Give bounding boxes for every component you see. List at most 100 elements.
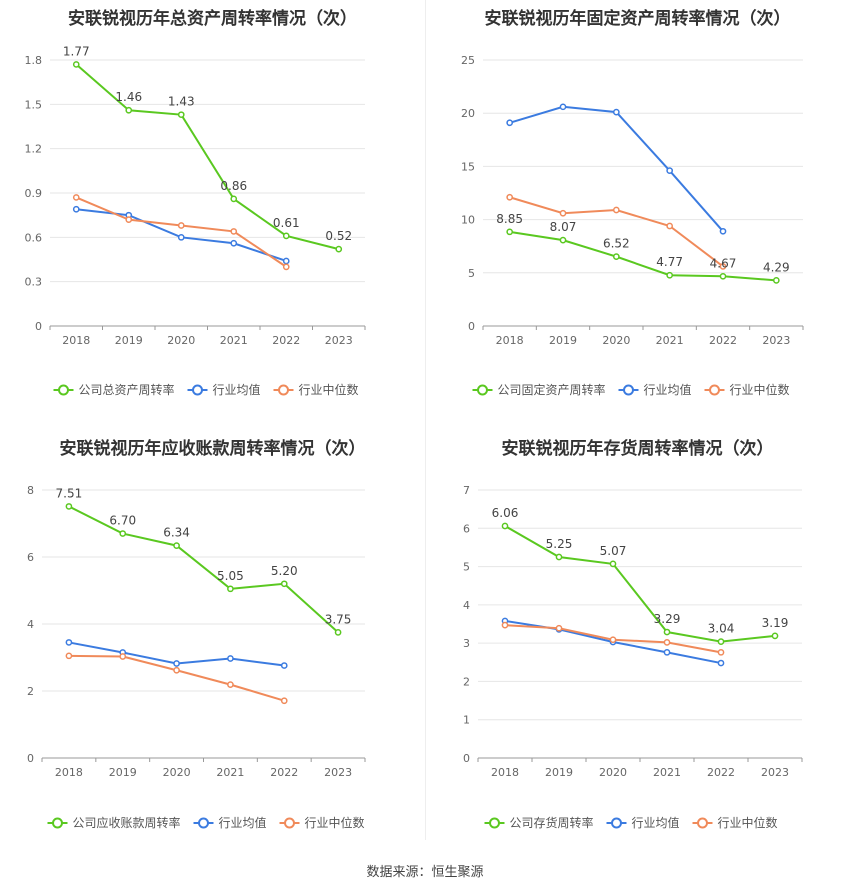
data-point-median[interactable] <box>719 263 727 270</box>
data-point-company[interactable] <box>177 111 185 119</box>
data-point-company[interactable] <box>501 522 509 530</box>
x-tick-label: 2023 <box>325 334 353 347</box>
data-point-avg[interactable] <box>280 662 288 669</box>
chart-panel-inventory: 安联锐视历年存货周转率情况（次） 0 1 2 3 4 5 6 7 2018 2019 2020 202… <box>425 430 850 850</box>
data-point-company[interactable] <box>506 228 514 236</box>
data-point-avg[interactable] <box>559 103 567 111</box>
x-tick-label: 2018 <box>496 334 524 347</box>
x-tick-label: 2019 <box>545 766 573 779</box>
legend-item-avg[interactable]: 行业均值 <box>193 815 267 830</box>
legend-label: 行业均值 <box>213 382 261 397</box>
data-point-median[interactable] <box>506 193 514 201</box>
legend-item-avg[interactable]: 行业均值 <box>187 382 261 397</box>
data-point-median[interactable] <box>559 209 567 217</box>
data-point-avg[interactable] <box>719 227 727 235</box>
data-point-avg[interactable] <box>506 119 514 127</box>
data-point-company[interactable] <box>173 542 180 549</box>
data-point-company[interactable] <box>559 236 567 244</box>
legend-item-median[interactable]: 行业中位数 <box>704 382 790 397</box>
data-point-company[interactable] <box>119 530 127 537</box>
data-point-median[interactable] <box>125 216 133 223</box>
chart-fixed-assets-turnover: 0 5 10 15 20 25 2018 2019 2020 2021 2022 2023 8.85 8.… <box>461 54 804 397</box>
data-point-median[interactable] <box>666 222 674 230</box>
data-point-median[interactable] <box>282 263 290 271</box>
data-point-company[interactable] <box>72 61 80 68</box>
legend-label: 行业均值 <box>219 815 267 830</box>
legend-item-avg[interactable]: 行业均值 <box>618 382 692 397</box>
data-point-median[interactable] <box>612 206 620 214</box>
data-point-company[interactable] <box>555 553 563 561</box>
data-point-company[interactable] <box>282 232 290 240</box>
data-point-company[interactable] <box>666 271 674 279</box>
y-tick-label: 0 <box>463 752 470 765</box>
data-point-median[interactable] <box>177 222 185 229</box>
data-source-footer: 数据来源：恒生聚源 <box>366 865 484 880</box>
data-point-avg[interactable] <box>227 655 234 662</box>
data-point-avg[interactable] <box>72 205 80 213</box>
legend-label: 公司固定资产周转率 <box>498 382 606 397</box>
data-point-company[interactable] <box>280 580 288 588</box>
data-point-median[interactable] <box>230 228 238 235</box>
legend-marker <box>58 384 69 396</box>
y-tick-label: 0 <box>468 320 475 333</box>
data-point-company[interactable] <box>717 638 725 645</box>
data-point-median[interactable] <box>555 624 563 632</box>
data-point-company[interactable] <box>663 628 671 636</box>
data-point-company[interactable] <box>719 272 727 280</box>
data-point-avg[interactable] <box>663 648 671 656</box>
data-point-avg[interactable] <box>717 659 725 667</box>
x-tick-label: 2021 <box>653 766 681 779</box>
x-tick-label: 2019 <box>109 766 137 779</box>
data-label: 1.43 <box>168 95 195 109</box>
data-point-median[interactable] <box>280 697 288 705</box>
x-tick-label: 2020 <box>167 334 195 347</box>
data-point-company[interactable] <box>772 277 780 284</box>
data-label: 8.85 <box>496 212 523 226</box>
data-point-avg[interactable] <box>230 239 238 247</box>
legend-item-median[interactable]: 行业中位数 <box>273 382 359 397</box>
data-point-avg[interactable] <box>177 233 185 241</box>
data-point-median[interactable] <box>119 653 127 660</box>
data-point-company[interactable] <box>125 106 133 114</box>
data-point-median[interactable] <box>227 681 234 688</box>
legend-item-company[interactable]: 公司应收账款周转率 <box>47 815 181 830</box>
data-point-avg[interactable] <box>612 108 620 116</box>
legend-item-median[interactable]: 行业中位数 <box>692 815 778 830</box>
data-point-company[interactable] <box>334 629 342 636</box>
data-point-company[interactable] <box>609 560 617 568</box>
x-tick-label: 2020 <box>163 766 191 779</box>
y-tick-label: 4 <box>27 618 34 631</box>
data-label: 0.61 <box>273 216 300 230</box>
data-point-median[interactable] <box>173 666 180 674</box>
legend-item-company[interactable]: 公司固定资产周转率 <box>472 382 606 397</box>
legend-item-median[interactable]: 行业中位数 <box>279 815 365 830</box>
data-point-company[interactable] <box>612 253 620 260</box>
data-point-median[interactable] <box>717 648 725 656</box>
data-point-avg[interactable] <box>666 167 674 175</box>
data-point-company[interactable] <box>771 632 779 640</box>
data-point-avg[interactable] <box>282 257 290 265</box>
legend-item-company[interactable]: 公司总资产周转率 <box>53 382 175 397</box>
data-point-company[interactable] <box>230 195 238 203</box>
legend-item-avg[interactable]: 行业均值 <box>606 815 680 830</box>
data-point-median[interactable] <box>72 194 80 201</box>
data-point-company[interactable] <box>335 245 343 253</box>
legend-marker <box>611 817 622 829</box>
data-point-avg[interactable] <box>173 660 180 667</box>
data-point-median[interactable] <box>609 636 617 644</box>
x-tick-label: 2021 <box>656 334 684 347</box>
legend-item-company[interactable]: 公司存货周转率 <box>484 815 594 830</box>
data-point-median[interactable] <box>663 639 671 646</box>
data-point-company[interactable] <box>65 503 73 510</box>
data-label: 5.20 <box>271 564 298 578</box>
data-point-avg[interactable] <box>65 639 73 646</box>
y-tick-label: 20 <box>461 107 475 120</box>
data-point-median[interactable] <box>65 652 73 660</box>
x-tick-label: 2022 <box>707 766 735 779</box>
data-point-median[interactable] <box>501 621 509 629</box>
legend-marker <box>52 817 63 829</box>
data-point-company[interactable] <box>227 585 234 593</box>
y-tick-label: 1 <box>463 714 470 727</box>
legend-marker <box>623 384 634 396</box>
y-tick-label: 5 <box>468 267 475 280</box>
